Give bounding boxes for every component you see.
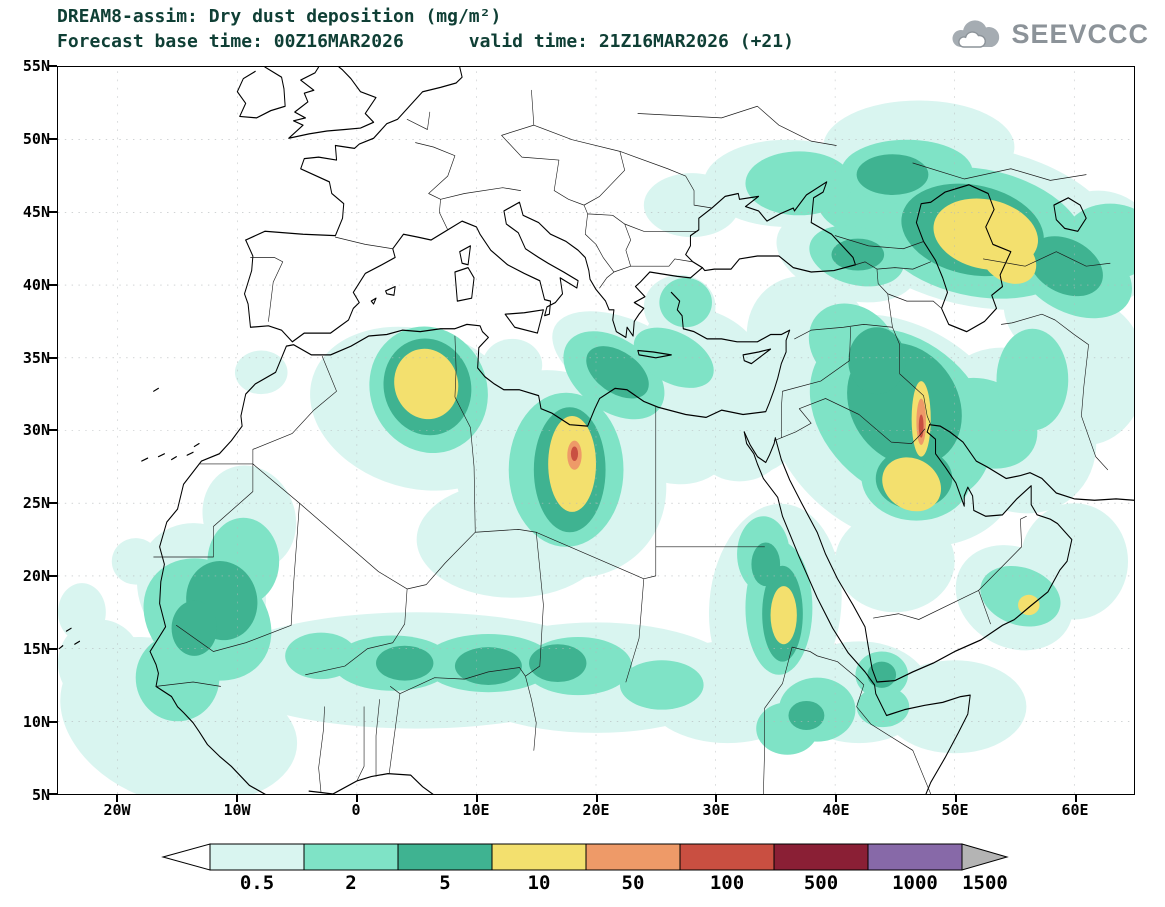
map-canvas xyxy=(58,67,1134,794)
cloud-logo-icon xyxy=(952,20,1000,48)
x-tick xyxy=(835,795,837,802)
y-tick xyxy=(49,502,57,504)
x-tick xyxy=(116,795,118,802)
x-axis-label: 40E xyxy=(822,801,850,819)
coastlines-layer xyxy=(58,67,1134,794)
y-tick xyxy=(49,284,57,286)
colorbar-segment xyxy=(491,843,587,871)
y-tick xyxy=(49,648,57,650)
y-tick xyxy=(49,138,57,140)
y-tick xyxy=(49,429,57,431)
colorbar-arrow-left xyxy=(161,843,211,871)
x-tick xyxy=(476,795,478,802)
x-tick xyxy=(955,795,957,802)
colorbar-label: 500 xyxy=(803,872,839,894)
x-tick xyxy=(715,795,717,802)
x-tick xyxy=(1075,795,1077,802)
colorbar-segment xyxy=(679,843,775,871)
x-axis-label: 50E xyxy=(941,801,969,819)
colorbar-label: 5 xyxy=(439,872,451,894)
y-tick xyxy=(49,211,57,213)
chart-subtitle: Forecast base time: 00Z16MAR2026 valid t… xyxy=(57,31,794,52)
x-axis-label: 20E xyxy=(582,801,610,819)
y-axis-label: 40N xyxy=(22,276,50,294)
y-axis-label: 30N xyxy=(22,421,50,439)
x-axis-label: 60E xyxy=(1061,801,1089,819)
y-axis-label: 20N xyxy=(22,567,50,585)
y-axis-label: 35N xyxy=(22,349,50,367)
y-axis-label: 25N xyxy=(22,494,50,512)
colorbar-label: 2 xyxy=(345,872,357,894)
colorbar-arrow-right xyxy=(961,843,1009,871)
seevccc-logo: SEEVCCC xyxy=(947,16,1149,52)
y-tick xyxy=(49,721,57,723)
colorbar-segment xyxy=(303,843,399,871)
chart-title: DREAM8-assim: Dry dust deposition (mg/m²… xyxy=(57,6,502,27)
logo-text: SEEVCCC xyxy=(1011,18,1149,49)
y-axis-label: 5N xyxy=(31,786,50,804)
colorbar-segment xyxy=(585,843,681,871)
y-tick xyxy=(49,575,57,577)
x-tick xyxy=(236,795,238,802)
dust-layer-10 xyxy=(394,198,1040,645)
colorbar-label: 10 xyxy=(527,872,551,894)
y-tick xyxy=(49,793,57,795)
y-tick xyxy=(49,357,57,359)
colorbar-label: 100 xyxy=(709,872,745,894)
colorbar-segment xyxy=(209,843,305,871)
colorbar-label: 1500 xyxy=(962,872,1008,894)
y-axis-label: 10N xyxy=(22,713,50,731)
colorbar-segment xyxy=(397,843,493,871)
colorbar-label: 0.5 xyxy=(239,872,275,894)
y-axis-label: 15N xyxy=(22,640,50,658)
x-axis-label: 10W xyxy=(223,801,251,819)
borders-layer xyxy=(153,89,1111,794)
x-axis-label: 30E xyxy=(702,801,730,819)
colorbar-segment xyxy=(773,843,869,871)
x-axis-label: 20W xyxy=(103,801,131,819)
x-axis-label: 0 xyxy=(351,801,361,819)
y-axis-label: 50N xyxy=(22,130,50,148)
colorbar-segment xyxy=(867,843,963,871)
y-tick xyxy=(49,65,57,67)
y-axis-label: 55N xyxy=(22,57,50,75)
colorbar-canvas xyxy=(161,843,1009,871)
map-frame xyxy=(57,66,1135,795)
x-axis-label: 10E xyxy=(462,801,490,819)
x-tick xyxy=(596,795,598,802)
colorbar-label: 50 xyxy=(621,872,645,894)
y-axis-label: 45N xyxy=(22,203,50,221)
x-tick xyxy=(356,795,358,802)
colorbar-label: 1000 xyxy=(892,872,938,894)
